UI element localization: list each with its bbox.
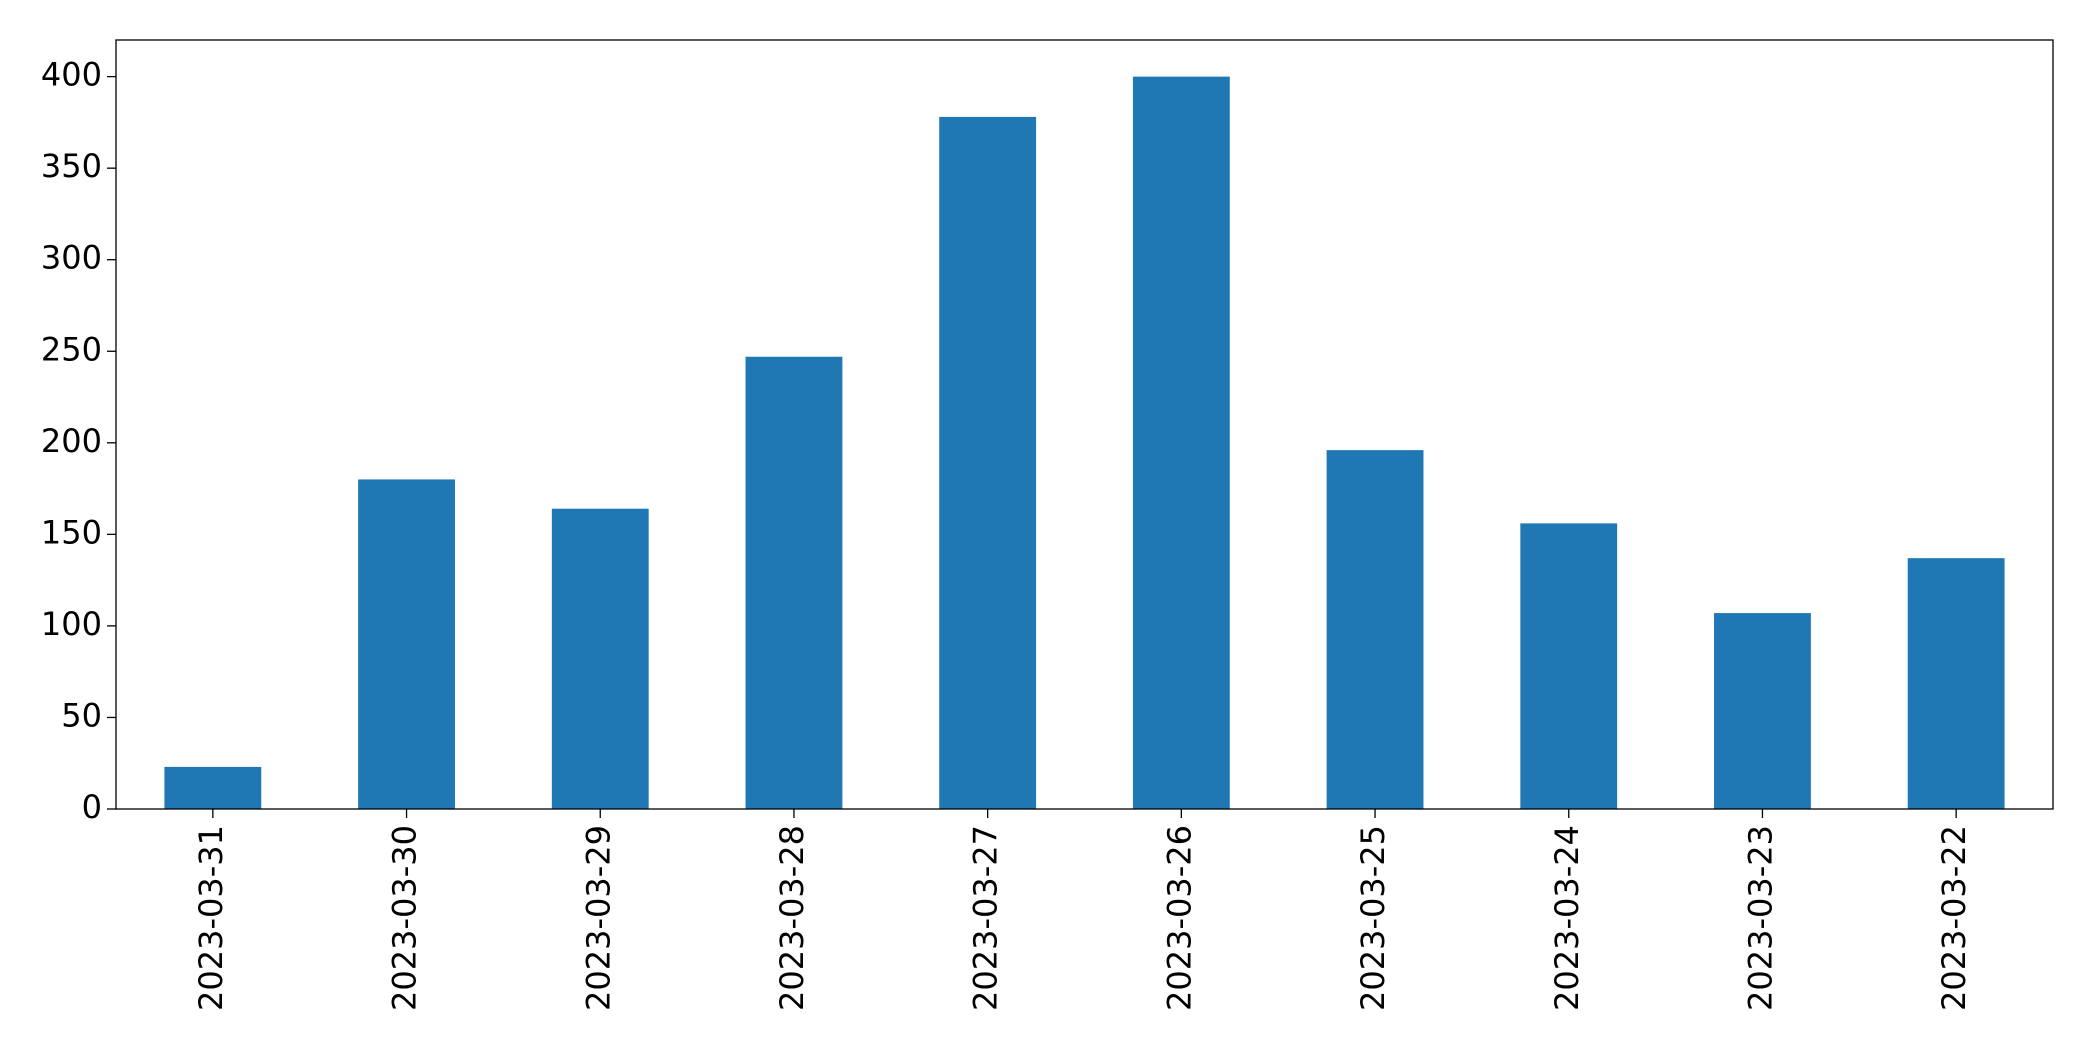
bar xyxy=(1132,76,1230,810)
x-tick-label: 2023-03-30 xyxy=(386,825,424,1011)
bar xyxy=(551,508,649,809)
bar xyxy=(1907,558,2005,809)
x-tick-label: 2023-03-26 xyxy=(1160,825,1198,1011)
y-tick-label: 400 xyxy=(41,56,102,94)
plot-frame xyxy=(115,39,2054,810)
bar xyxy=(1326,450,1424,809)
y-tick-label: 100 xyxy=(41,605,102,643)
y-tick-label: 250 xyxy=(41,330,102,368)
bar xyxy=(939,116,1037,809)
bar xyxy=(164,766,262,809)
y-tick-label: 0 xyxy=(82,788,102,826)
y-tick-label: 50 xyxy=(61,696,102,734)
x-tick-label: 2023-03-31 xyxy=(192,825,230,1011)
bar xyxy=(1714,613,1811,809)
x-tick-label: 2023-03-27 xyxy=(967,825,1005,1011)
x-tick-label: 2023-03-24 xyxy=(1548,825,1586,1011)
y-tick-label: 350 xyxy=(41,147,102,185)
bar xyxy=(358,479,455,809)
x-tick-label: 2023-03-25 xyxy=(1354,825,1392,1011)
y-tick-label: 150 xyxy=(41,513,102,551)
x-tick-label: 2023-03-23 xyxy=(1741,825,1779,1011)
y-tick-label: 300 xyxy=(41,239,102,277)
bar xyxy=(745,356,843,809)
y-tick-label: 200 xyxy=(41,422,102,460)
x-tick-label: 2023-03-28 xyxy=(773,825,811,1011)
x-tick-label: 2023-03-29 xyxy=(579,825,617,1011)
bar xyxy=(1520,523,1618,809)
x-tick-label: 2023-03-22 xyxy=(1935,825,1973,1011)
